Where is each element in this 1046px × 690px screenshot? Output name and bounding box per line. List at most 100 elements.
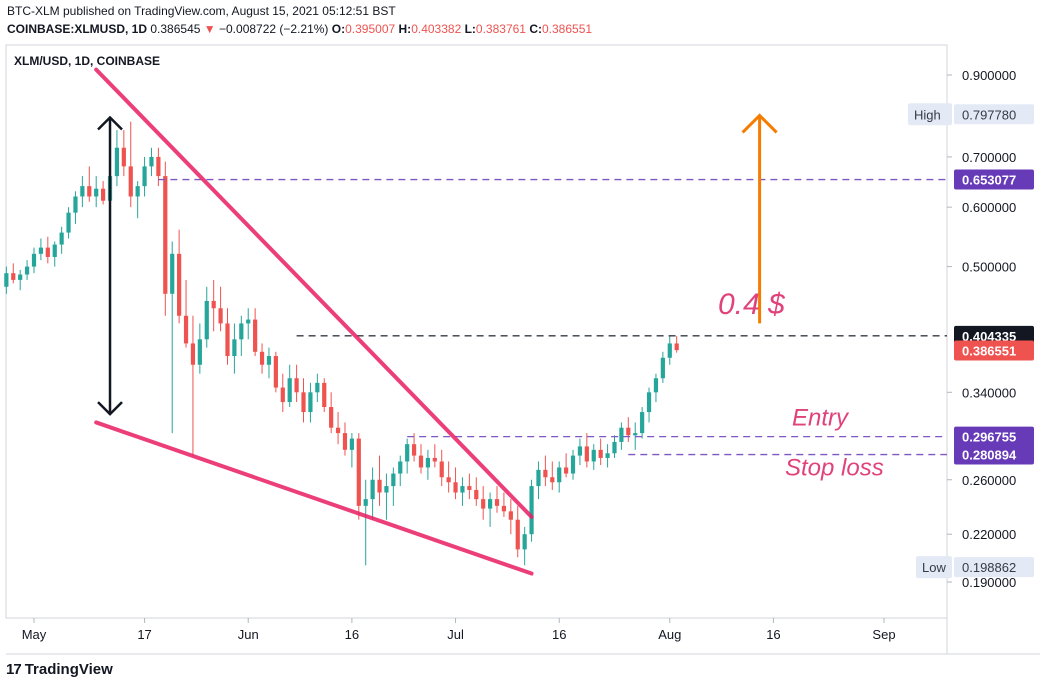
candle-body <box>4 273 9 287</box>
candle-body <box>204 300 209 340</box>
candle-body <box>246 319 251 324</box>
candle-body <box>633 433 638 436</box>
price-label-badge <box>954 557 1034 578</box>
y-tick-label: 0.190000 <box>962 575 1016 590</box>
close-value: 0.386551 <box>542 22 593 36</box>
candle-body <box>225 323 230 357</box>
candle-body <box>626 427 631 436</box>
annotation-label: 0.4 $ <box>718 288 786 321</box>
price-label-value: 0.386551 <box>962 343 1016 358</box>
height-arrow-down-head <box>97 401 123 416</box>
candle-body <box>674 343 679 351</box>
x-tick-label: Jul <box>447 627 464 642</box>
candle-body <box>487 499 493 509</box>
candle-body <box>52 244 57 257</box>
price-tag-badge <box>908 103 952 126</box>
candle-body <box>170 253 175 294</box>
candle-body <box>335 427 341 434</box>
candle-body <box>101 188 106 201</box>
y-tick-label: 0.600000 <box>962 200 1016 215</box>
candle-body <box>411 444 417 456</box>
candle-body <box>287 378 292 403</box>
candle-body <box>190 343 196 365</box>
x-tick-label: Aug <box>658 627 681 642</box>
candle-body <box>59 232 64 245</box>
candle-body <box>114 147 120 177</box>
candle-body <box>550 477 555 483</box>
candle-body <box>653 378 659 393</box>
candle-body <box>605 453 610 458</box>
candle-body <box>612 441 617 454</box>
low-key: L: <box>464 22 476 36</box>
publish-info: BTC-XLM published on TradingView.com, Au… <box>7 4 396 18</box>
price-label-value: 0.653077 <box>962 173 1016 188</box>
down-arrow-icon: ▼ <box>203 22 216 36</box>
x-tick-label: 17 <box>137 627 151 642</box>
candle-body <box>432 457 437 462</box>
price-label-value: 0.280894 <box>962 448 1017 463</box>
candle-body <box>301 392 306 413</box>
upper-wedge-line <box>94 67 534 519</box>
candle-body <box>156 156 161 177</box>
candle-body <box>474 489 479 500</box>
x-tick-label: 16 <box>766 627 780 642</box>
candle-body <box>128 166 133 197</box>
candle-body <box>384 486 389 493</box>
candle-body <box>80 186 85 197</box>
candle-body <box>280 387 285 403</box>
candle-body <box>460 486 465 493</box>
candle-body <box>619 427 624 442</box>
candle-body <box>446 477 451 483</box>
candle-body <box>543 469 548 478</box>
annotation-label: Stop loss <box>785 455 884 482</box>
candle-body <box>377 479 382 493</box>
candle-body <box>522 534 527 550</box>
candle-body <box>142 166 147 187</box>
candle-body <box>494 499 500 506</box>
candle-body <box>266 356 272 365</box>
candle-body <box>183 315 189 344</box>
x-tick-label: Sep <box>872 627 895 642</box>
candle-body <box>453 482 458 493</box>
candle-body <box>398 461 403 474</box>
candle-body <box>536 469 541 487</box>
candle-body <box>273 356 278 388</box>
tradingview-logo[interactable]: 17 TradingView <box>6 661 113 678</box>
price-label-badge <box>954 104 1034 125</box>
candle-body <box>584 446 589 462</box>
candle-body <box>515 519 520 550</box>
open-key: O: <box>331 22 346 36</box>
candle-body <box>557 467 562 483</box>
candle-body <box>94 188 99 197</box>
candle-body <box>121 147 126 167</box>
chart-title: XLM/USD, 1D, COINBASE <box>14 54 160 68</box>
candle-body <box>177 253 182 316</box>
candle-body <box>598 449 603 458</box>
y-tick-label: 0.220000 <box>962 527 1016 542</box>
price-label-value: 0.797780 <box>962 107 1016 122</box>
high-key: H: <box>398 22 412 36</box>
y-tick-label: 0.900000 <box>962 68 1016 83</box>
price-label-value: 0.198862 <box>962 560 1016 575</box>
price-label-badge <box>954 426 1034 447</box>
candle-body <box>294 378 299 393</box>
x-tick-label: 16 <box>345 627 359 642</box>
candle-body <box>564 467 569 474</box>
candle-body <box>508 511 513 520</box>
candle-body <box>467 486 472 490</box>
ohlc-bar: COINBASE:XLMUSD, 1D 0.386545 ▼ −0.008722… <box>7 22 592 36</box>
candle-body <box>418 455 424 468</box>
candle-body <box>391 473 396 487</box>
target-arrow-head <box>741 113 778 134</box>
last-price: 0.386545 <box>150 22 201 36</box>
price-tag-text: Low <box>922 560 946 575</box>
candle-body <box>149 156 154 167</box>
candle-body <box>73 196 78 213</box>
y-tick-label: 0.700000 <box>962 150 1016 165</box>
candle-body <box>239 323 244 340</box>
candle-body <box>135 186 140 197</box>
candle-body <box>45 247 50 257</box>
candle-body <box>349 438 354 450</box>
candle-body <box>370 479 375 500</box>
